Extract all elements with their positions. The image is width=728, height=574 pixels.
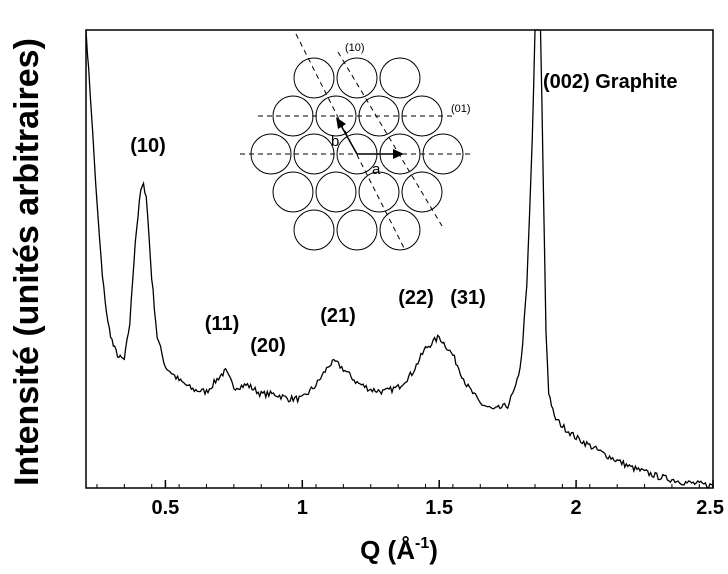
x-axis-ticks [96, 480, 714, 488]
x-tick-label: 1.5 [425, 497, 453, 519]
x-axis-title-superscript: -1 [415, 535, 429, 552]
x-axis-tick-labels: 0.5 1 1.5 2 2.5 [151, 497, 724, 519]
x-tick-label: 0.5 [151, 497, 179, 519]
x-tick-label: 1 [297, 497, 308, 519]
lattice-vector-a-arrowhead [393, 149, 404, 159]
peak-label-10: (10) [130, 135, 166, 157]
peak-label-22: (22) [398, 287, 434, 309]
y-axis-title: Intensité (unités arbitraires) [8, 38, 46, 486]
lattice-circle [293, 209, 335, 251]
lattice-circle [358, 171, 400, 213]
lattice-inset: (10) (01) a b [240, 33, 472, 251]
intensity-series-line [85, 29, 714, 489]
lattice-diagonal-line-10 [337, 51, 443, 227]
x-tick-label: 2 [571, 497, 582, 519]
lattice-vector-label-b: b [331, 133, 339, 150]
x-tick-label: 2.5 [696, 497, 724, 519]
lattice-circle [401, 171, 443, 213]
lattice-direction-label-10: (10) [345, 42, 365, 54]
lattice-vector-label-a: a [372, 161, 381, 178]
lattice-direction-label-01: (01) [451, 103, 471, 115]
plot-frame [85, 29, 714, 489]
peak-label-002-graphite: (002) Graphite [543, 71, 677, 93]
x-axis-title: Q (Å-1) [360, 535, 438, 565]
lattice-vector-b-arrow [338, 121, 358, 155]
lattice-circle [315, 171, 357, 213]
lattice-circle [336, 209, 378, 251]
peak-label-21: (21) [320, 305, 356, 327]
lattice-vector-b-arrowhead [336, 117, 346, 129]
peak-label-31: (31) [450, 287, 486, 309]
peak-label-20: (20) [250, 335, 286, 357]
lattice-circle [272, 171, 314, 213]
lattice-circle [379, 57, 421, 99]
lattice-circle [336, 57, 378, 99]
peak-label-11: (11) [205, 313, 239, 335]
lattice-circle [379, 209, 421, 251]
lattice-circle [293, 57, 335, 99]
x-axis-title-close: ) [429, 535, 438, 565]
x-axis-title-main: Q (Å [360, 535, 415, 565]
